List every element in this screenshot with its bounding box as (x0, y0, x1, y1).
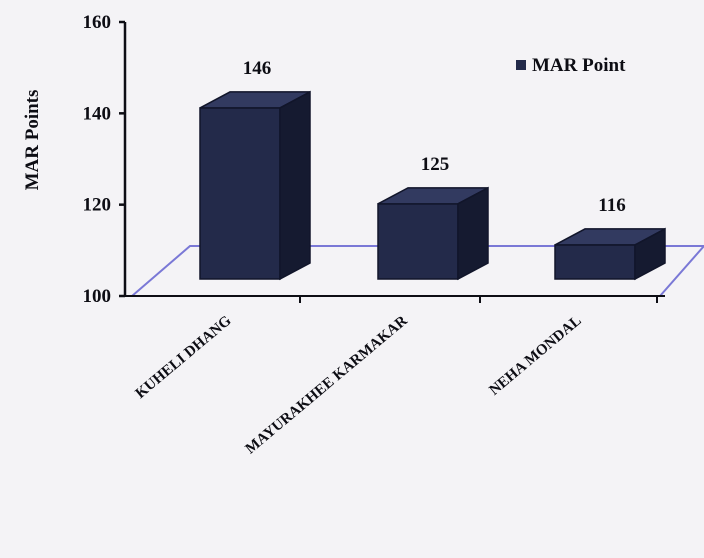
bar (199, 90, 311, 281)
y-tick-label: 140 (83, 103, 112, 124)
category-labels: KUHELI DHANG MAYURAKHEE KARMAKAR NEHA MOND… (133, 313, 585, 458)
data-labels: 146 125 116 (243, 58, 626, 216)
bar-front (554, 244, 636, 280)
bar-side (457, 186, 489, 281)
legend-swatch (516, 60, 526, 70)
y-tick-label: 160 (83, 12, 112, 33)
y-tick-label: 100 (83, 286, 112, 307)
category-label: KUHELI DHANG (133, 313, 235, 402)
y-tick-label: 120 (83, 195, 112, 216)
category-label: NEHA MONDAL (487, 313, 585, 399)
y-axis-title: MAR Points (22, 90, 43, 191)
bar-side (279, 90, 311, 281)
data-label: 125 (421, 154, 450, 175)
category-label: MAYURAKHEE KARMAKAR (243, 313, 411, 458)
bar-side (634, 227, 666, 281)
bar (554, 227, 666, 281)
bar (377, 186, 489, 281)
legend-label: MAR Point (532, 55, 626, 76)
legend: MAR Point (516, 55, 626, 76)
bars (199, 90, 666, 281)
bar-front (377, 203, 459, 280)
data-label: 116 (598, 195, 625, 216)
y-axis: 100 120 140 160 (83, 12, 665, 307)
bar-front (199, 107, 281, 280)
data-label: 146 (243, 58, 272, 79)
